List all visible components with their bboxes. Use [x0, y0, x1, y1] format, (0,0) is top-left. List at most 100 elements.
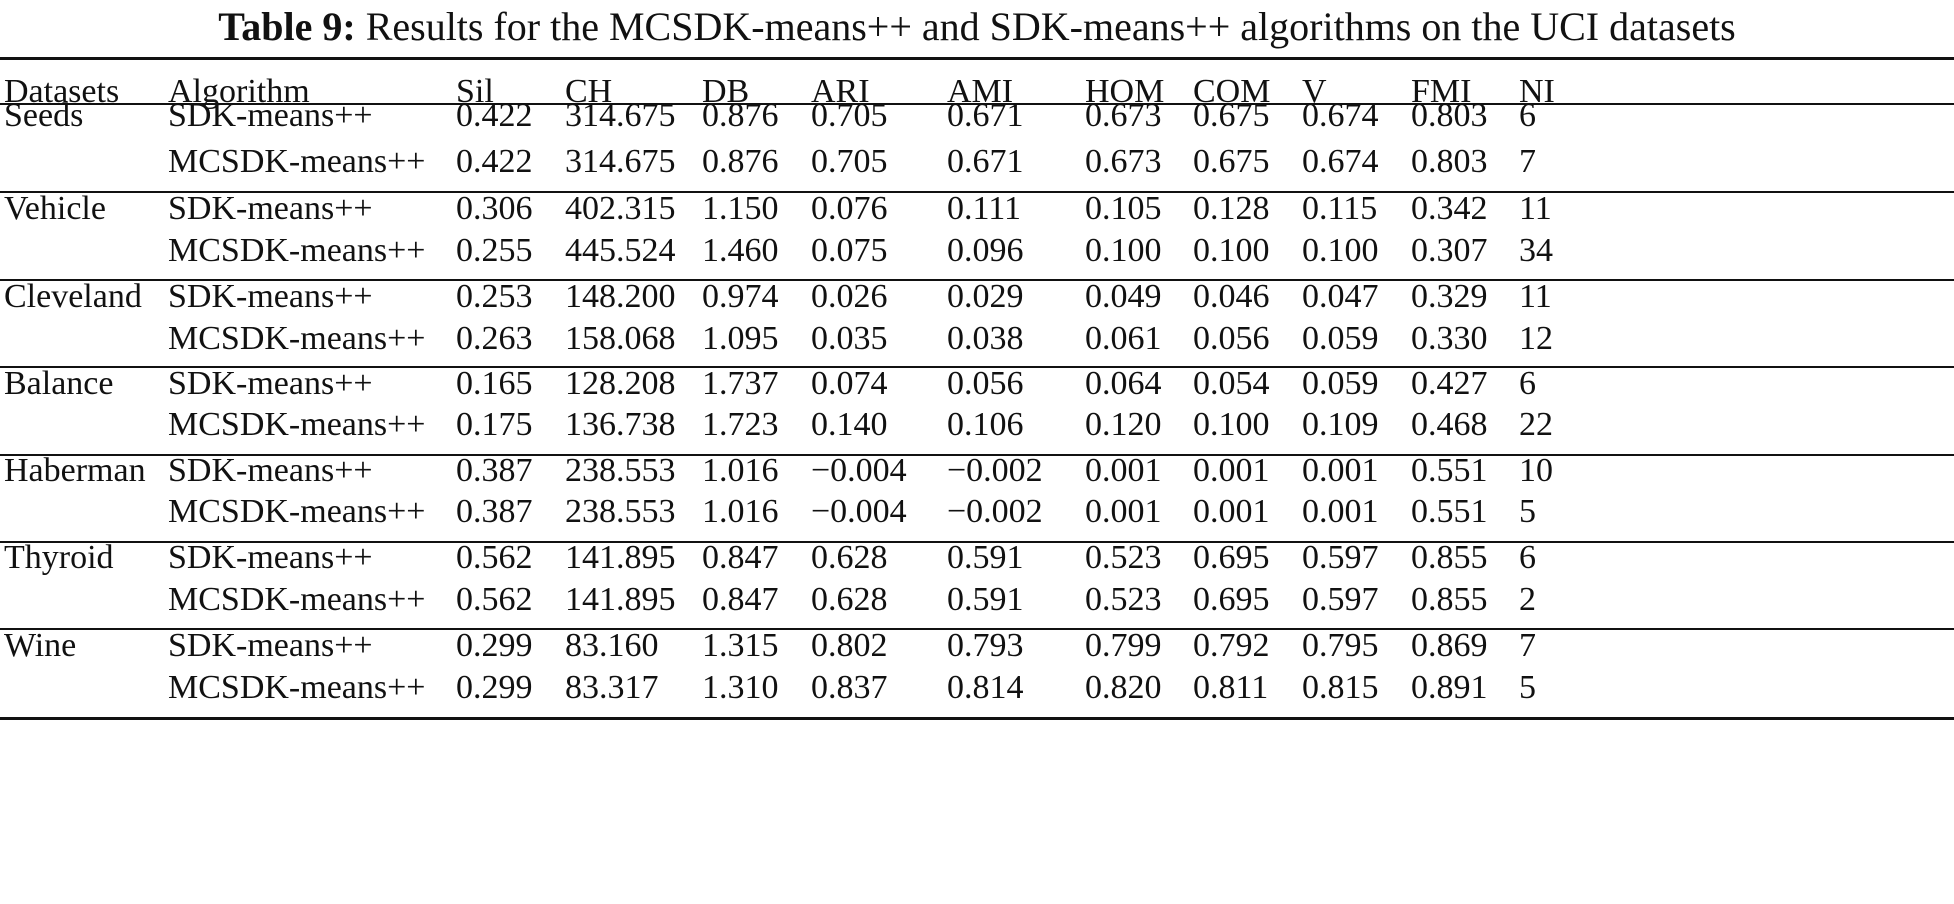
cell-com: 0.792 [1193, 627, 1270, 664]
cell-ni: 2 [1519, 581, 1536, 618]
cell-v: 0.047 [1302, 278, 1379, 315]
cell-hom: 0.105 [1085, 190, 1162, 227]
table-caption: Table 9: Results for the MCSDK-means++ a… [0, 2, 1954, 52]
algorithm-name: MCSDK-means++ [168, 406, 426, 443]
cell-db: 0.974 [702, 278, 779, 315]
table-rule [0, 717, 1954, 720]
header-ni: NI [1519, 73, 1555, 110]
algorithm-name: SDK-means++ [168, 97, 373, 134]
cell-v: 0.597 [1302, 539, 1379, 576]
algorithm-name: MCSDK-means++ [168, 232, 426, 269]
cell-com: 0.675 [1193, 143, 1270, 180]
dataset-name: Cleveland [4, 278, 142, 315]
cell-com: 0.056 [1193, 320, 1270, 357]
cell-ni: 22 [1519, 406, 1553, 443]
cell-sil: 0.422 [456, 97, 533, 134]
cell-ari: 0.628 [811, 539, 888, 576]
cell-db: 1.150 [702, 190, 779, 227]
cell-ari: −0.004 [811, 493, 907, 530]
dataset-name: Balance [4, 365, 114, 402]
cell-sil: 0.253 [456, 278, 533, 315]
cell-fmi: 0.551 [1411, 452, 1488, 489]
cell-sil: 0.387 [456, 452, 533, 489]
cell-hom: 0.001 [1085, 452, 1162, 489]
cell-ni: 34 [1519, 232, 1553, 269]
cell-db: 1.310 [702, 669, 779, 706]
cell-hom: 0.799 [1085, 627, 1162, 664]
cell-hom: 0.061 [1085, 320, 1162, 357]
cell-hom: 0.820 [1085, 669, 1162, 706]
algorithm-name: SDK-means++ [168, 365, 373, 402]
table-rule [0, 57, 1954, 60]
cell-fmi: 0.855 [1411, 539, 1488, 576]
cell-ch: 314.675 [565, 97, 676, 134]
cell-ni: 5 [1519, 493, 1536, 530]
cell-ari: 0.705 [811, 143, 888, 180]
cell-db: 0.847 [702, 539, 779, 576]
cell-com: 0.100 [1193, 232, 1270, 269]
cell-db: 1.737 [702, 365, 779, 402]
cell-ami: 0.111 [947, 190, 1021, 227]
header-v: V [1302, 73, 1327, 110]
cell-ari: 0.076 [811, 190, 888, 227]
cell-hom: 0.049 [1085, 278, 1162, 315]
header-com: COM [1193, 73, 1271, 110]
cell-db: 1.095 [702, 320, 779, 357]
algorithm-name: MCSDK-means++ [168, 320, 426, 357]
header-algorithm: Algorithm [168, 73, 310, 110]
cell-ch: 136.738 [565, 406, 676, 443]
header-ch: CH [565, 73, 613, 110]
header-dataset: Datasets [4, 73, 120, 110]
table-rule [0, 366, 1954, 368]
cell-v: 0.815 [1302, 669, 1379, 706]
cell-sil: 0.165 [456, 365, 533, 402]
cell-ari: 0.705 [811, 97, 888, 134]
header-db: DB [702, 73, 750, 110]
cell-v: 0.001 [1302, 493, 1379, 530]
cell-db: 1.016 [702, 452, 779, 489]
cell-hom: 0.523 [1085, 539, 1162, 576]
cell-ari: 0.802 [811, 627, 888, 664]
cell-com: 0.054 [1193, 365, 1270, 402]
table-rule [0, 454, 1954, 456]
table-caption-label: Table 9: [218, 4, 356, 49]
cell-ch: 83.160 [565, 627, 659, 664]
cell-com: 0.675 [1193, 97, 1270, 134]
cell-ami: −0.002 [947, 452, 1043, 489]
cell-v: 0.795 [1302, 627, 1379, 664]
cell-v: 0.597 [1302, 581, 1379, 618]
cell-com: 0.128 [1193, 190, 1270, 227]
cell-db: 1.315 [702, 627, 779, 664]
cell-ch: 128.208 [565, 365, 676, 402]
cell-ch: 158.068 [565, 320, 676, 357]
cell-ch: 314.675 [565, 143, 676, 180]
cell-ari: 0.026 [811, 278, 888, 315]
cell-sil: 0.306 [456, 190, 533, 227]
algorithm-name: MCSDK-means++ [168, 581, 426, 618]
cell-fmi: 0.803 [1411, 143, 1488, 180]
cell-ni: 7 [1519, 627, 1536, 664]
cell-ch: 141.895 [565, 539, 676, 576]
cell-fmi: 0.891 [1411, 669, 1488, 706]
algorithm-name: SDK-means++ [168, 278, 373, 315]
cell-ni: 10 [1519, 452, 1553, 489]
cell-sil: 0.562 [456, 539, 533, 576]
cell-fmi: 0.307 [1411, 232, 1488, 269]
header-ari: ARI [811, 73, 870, 110]
cell-ari: 0.837 [811, 669, 888, 706]
cell-com: 0.695 [1193, 539, 1270, 576]
cell-ami: 0.038 [947, 320, 1024, 357]
cell-ni: 11 [1519, 190, 1552, 227]
cell-db: 0.876 [702, 97, 779, 134]
cell-v: 0.674 [1302, 143, 1379, 180]
header-ami: AMI [947, 73, 1014, 110]
cell-ari: −0.004 [811, 452, 907, 489]
algorithm-name: SDK-means++ [168, 452, 373, 489]
cell-ch: 83.317 [565, 669, 659, 706]
cell-v: 0.115 [1302, 190, 1378, 227]
cell-ari: 0.628 [811, 581, 888, 618]
cell-ch: 148.200 [565, 278, 676, 315]
cell-hom: 0.673 [1085, 97, 1162, 134]
cell-ari: 0.075 [811, 232, 888, 269]
cell-com: 0.695 [1193, 581, 1270, 618]
